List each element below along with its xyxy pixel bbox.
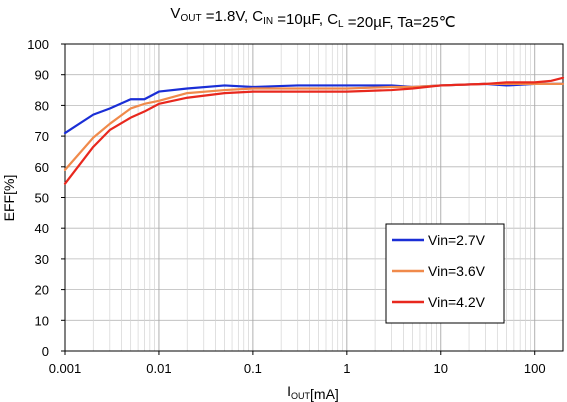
- x-tick-label: 100: [524, 361, 546, 376]
- y-tick-label: 40: [35, 221, 49, 236]
- y-tick-label: 0: [42, 344, 49, 359]
- y-tick-label: 50: [35, 191, 49, 206]
- y-tick-label: 70: [35, 129, 49, 144]
- plot-axes: 0 10 20 30 40 50 60 70 80 90 100 0.001 0.01 0.1 1 10 100: [27, 37, 564, 376]
- y-tick-label: 60: [35, 160, 49, 175]
- legend-label: Vin=2.7V: [428, 232, 486, 248]
- legend-label: Vin=4.2V: [428, 294, 486, 310]
- y-axis-label: EFF[%]: [1, 175, 17, 222]
- y-tick-label: 90: [35, 68, 49, 83]
- series-line-vin-3-6v: [63, 82, 565, 171]
- series-line-vin-4-2v: [63, 76, 565, 185]
- y-tick-label: 30: [35, 252, 49, 267]
- x-tick-label: 1: [343, 361, 350, 376]
- chart-title: VOUT =1.8V, CIN =10µF, CL =20µF, Ta=25℃: [170, 5, 455, 31]
- x-tick-label: 0.1: [244, 361, 262, 376]
- x-tick-label: 0.001: [49, 361, 82, 376]
- x-tick-label: 0.01: [146, 361, 171, 376]
- y-tick-label: 100: [27, 37, 49, 52]
- legend: Vin=2.7V Vin=3.6V Vin=4.2V: [385, 223, 505, 324]
- plot-series: [63, 76, 565, 185]
- y-tick-label: 80: [35, 98, 49, 113]
- x-axis-label: IOUT[mA]: [287, 383, 339, 402]
- y-tick-label: 20: [35, 283, 49, 298]
- y-tick-label: 10: [35, 313, 49, 328]
- legend-label: Vin=3.6V: [428, 263, 486, 279]
- x-tick-label: 10: [434, 361, 448, 376]
